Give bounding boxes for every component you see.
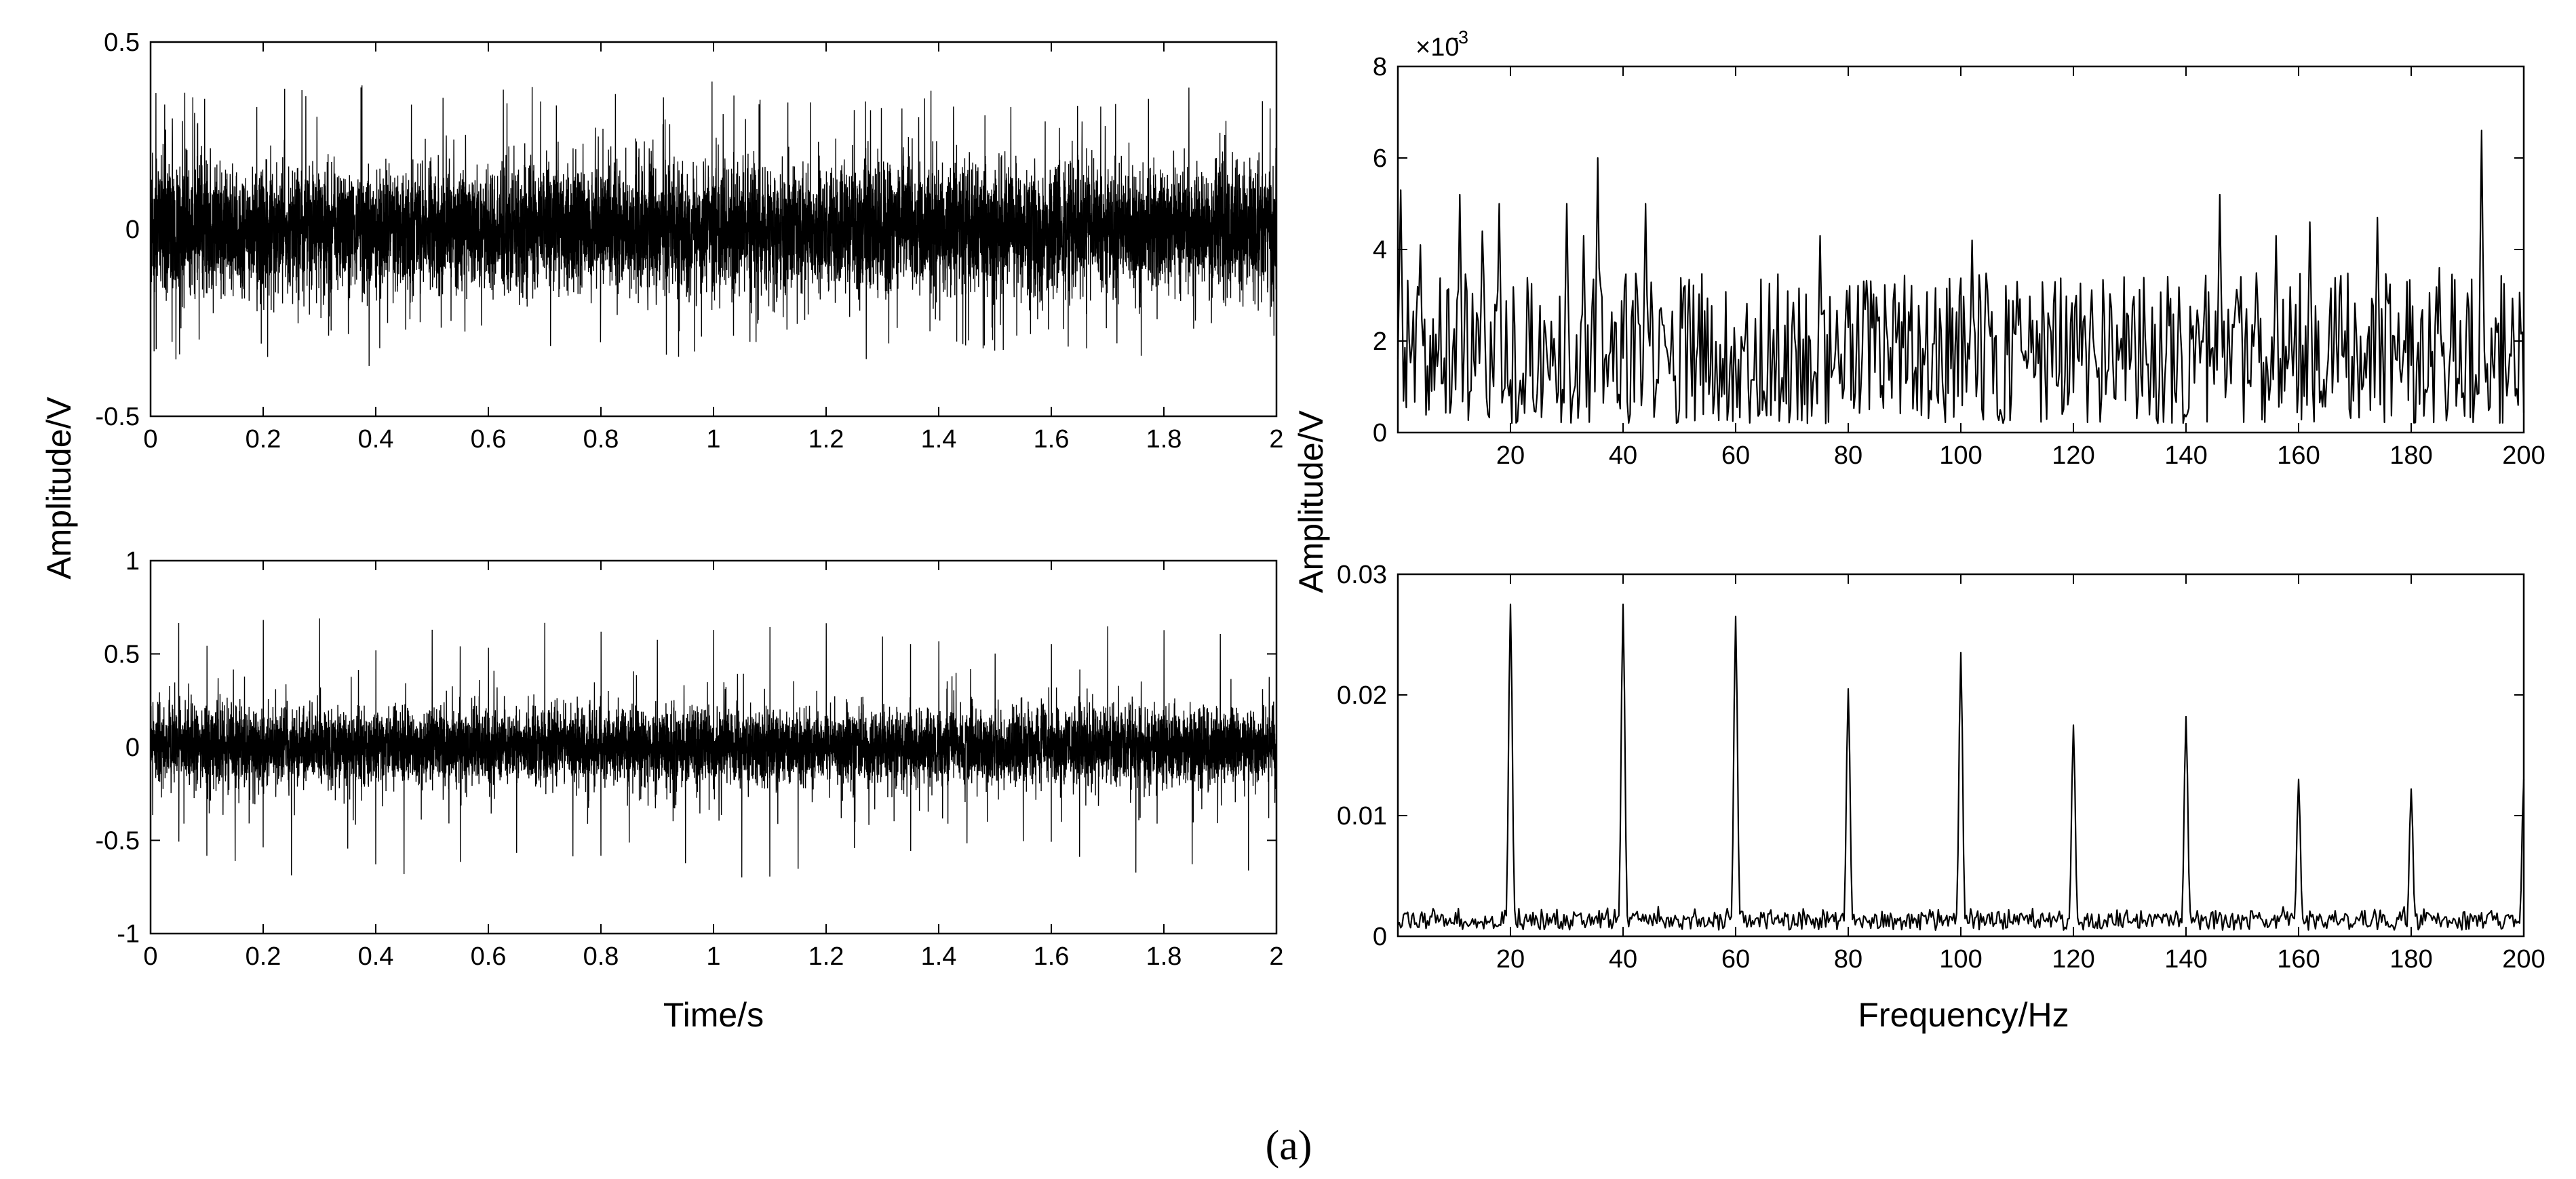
spectrum-lower-series-line <box>1397 603 2525 931</box>
y-tick-label: -0.5 <box>96 827 140 856</box>
x-tick-label: 200 <box>2502 441 2545 470</box>
spectrum-upper-panel: 0 2 4 6 8 20 40 60 80 100 120 140 160 180 200 <box>1373 53 2545 470</box>
y-tick-label: 0.5 <box>104 641 140 669</box>
right-x-axis-label: Frequency/Hz <box>1858 996 2069 1034</box>
x-tick-label: 120 <box>2052 441 2094 470</box>
x-tick-label: 60 <box>1721 441 1750 470</box>
x-tick-label: 20 <box>1496 945 1525 974</box>
y-tick-label: 0.5 <box>104 28 140 57</box>
x-tick-label: 1.6 <box>1034 942 1070 971</box>
x-tick-label: 140 <box>2164 945 2207 974</box>
x-tick-label: 0.2 <box>246 425 281 454</box>
spectrum-upper-exponent: ×10 -3 <box>1416 27 1468 62</box>
figure-caption: (a) <box>1266 1123 1312 1169</box>
y-tick-label: 4 <box>1373 236 1387 264</box>
x-tick-label: 1.4 <box>921 942 957 971</box>
y-tick-label: 1 <box>125 547 140 576</box>
time-upper-xticks: 0 0.2 0.4 0.6 0.8 1 1.2 1.4 1.6 1.8 2 <box>143 42 1284 454</box>
x-tick-label: 0.8 <box>583 942 619 971</box>
time-upper-series-line <box>150 81 1277 366</box>
y-tick-label: 2 <box>1373 327 1387 356</box>
y-tick-label: 0 <box>125 216 140 244</box>
time-lower-series-line <box>150 618 1277 878</box>
y-tick-label: 8 <box>1373 53 1387 81</box>
x-tick-label: 1.6 <box>1034 425 1070 454</box>
time-lower-yticks: -1 -0.5 0 0.5 1 <box>96 547 1276 948</box>
x-tick-label: 120 <box>2052 945 2094 974</box>
x-tick-label: 0.4 <box>358 425 394 454</box>
time-lower-panel: -1 -0.5 0 0.5 1 0 0.2 0.4 0.6 0.8 1 1.2 1.4 1.6 1.8 2 <box>96 547 1284 971</box>
left-y-axis-label: Amplitude/V <box>40 397 78 580</box>
x-tick-label: 60 <box>1721 945 1750 974</box>
spectrum-upper-trace-group <box>1397 129 2525 424</box>
time-upper-trace-group <box>150 81 1277 366</box>
x-tick-label: 1.4 <box>921 425 957 454</box>
x-tick-label: 0.6 <box>471 942 507 971</box>
x-tick-label: 200 <box>2502 945 2545 974</box>
y-tick-label: 0.01 <box>1337 802 1387 831</box>
spectrum-lower-xticks: 20 40 60 80 100 120 140 160 180 200 <box>1496 574 2545 974</box>
right-y-axis-label: Amplitude/V <box>1292 410 1330 593</box>
y-tick-label: -0.5 <box>96 403 140 431</box>
x-tick-label: 100 <box>1939 441 1982 470</box>
x-tick-label: 80 <box>1834 945 1862 974</box>
x-tick-label: 1 <box>706 942 720 971</box>
spectrum-lower-panel: 0 0.01 0.02 0.03 20 40 60 80 100 120 140 160 180 200 <box>1337 561 2545 974</box>
y-tick-label: 6 <box>1373 144 1387 173</box>
x-tick-label: 1 <box>706 425 720 454</box>
y-tick-label: 0 <box>1373 923 1387 951</box>
spectrum-upper-series-line <box>1397 129 2525 424</box>
y-tick-label: 0.02 <box>1337 681 1387 710</box>
exponent-base: ×10 <box>1416 33 1459 62</box>
x-tick-label: 160 <box>2277 945 2320 974</box>
x-tick-label: 80 <box>1834 441 1862 470</box>
x-tick-label: 0.6 <box>471 425 507 454</box>
x-tick-label: 0.8 <box>583 425 619 454</box>
x-tick-label: 0.4 <box>358 942 394 971</box>
x-tick-label: 2 <box>1269 425 1283 454</box>
time-lower-trace-group <box>150 618 1277 878</box>
spectrum-upper-xticks: 20 40 60 80 100 120 140 160 180 200 <box>1496 66 2545 470</box>
x-tick-label: 1.8 <box>1146 425 1182 454</box>
x-tick-label: 180 <box>2389 945 2432 974</box>
x-tick-label: 40 <box>1609 945 1637 974</box>
exponent-power: -3 <box>1452 27 1468 47</box>
y-tick-label: 0.03 <box>1337 561 1387 589</box>
x-tick-label: 1.2 <box>808 942 844 971</box>
left-x-axis-label: Time/s <box>663 996 764 1034</box>
x-tick-label: 0.2 <box>246 942 281 971</box>
y-tick-label: -1 <box>117 920 140 948</box>
spectrum-upper-yticks: 0 2 4 6 8 <box>1373 53 2524 447</box>
x-tick-label: 140 <box>2164 441 2207 470</box>
time-lower-xticks: 0 0.2 0.4 0.6 0.8 1 1.2 1.4 1.6 1.8 2 <box>143 561 1284 971</box>
spectrum-lower-yticks: 0 0.01 0.02 0.03 <box>1337 561 2524 951</box>
time-upper-yticks: -0.5 0 0.5 <box>96 28 1276 431</box>
x-tick-label: 0 <box>143 425 157 454</box>
x-tick-label: 180 <box>2389 441 2432 470</box>
x-tick-label: 0 <box>143 942 157 971</box>
x-tick-label: 1.8 <box>1146 942 1182 971</box>
x-tick-label: 2 <box>1269 942 1283 971</box>
x-tick-label: 40 <box>1609 441 1637 470</box>
x-tick-label: 160 <box>2277 441 2320 470</box>
y-tick-label: 0 <box>125 734 140 762</box>
spectrum-lower-trace-group <box>1397 603 2525 931</box>
x-tick-label: 20 <box>1496 441 1525 470</box>
time-upper-panel: -0.500.5 0 0.2 0.4 0.6 0.8 1 1.2 1.4 1.6 1.8 2 <box>96 28 1284 454</box>
y-tick-label: 0 <box>1373 419 1387 447</box>
x-tick-label: 100 <box>1939 945 1982 974</box>
x-tick-label: 1.2 <box>808 425 844 454</box>
